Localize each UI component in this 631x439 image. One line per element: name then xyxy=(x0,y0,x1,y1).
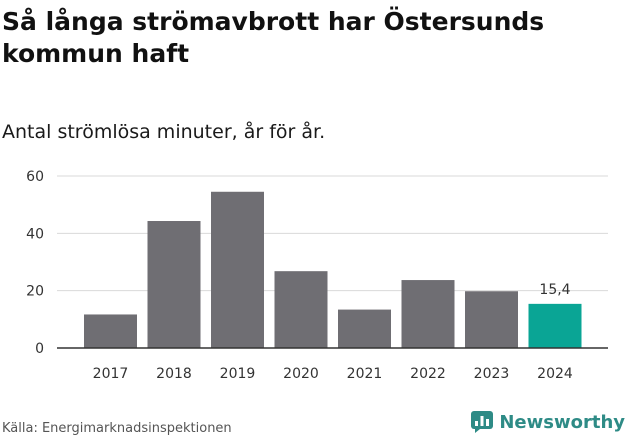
bar-2020 xyxy=(274,271,328,348)
x-tick-label: 2023 xyxy=(474,366,510,382)
bar-2018 xyxy=(147,221,201,348)
y-tick-label: 60 xyxy=(26,169,44,185)
x-tick-label: 2019 xyxy=(220,366,256,382)
bar-2022 xyxy=(401,280,455,348)
x-tick-label: 2022 xyxy=(410,366,446,382)
x-tick-label: 2017 xyxy=(93,366,129,382)
bar-2024 xyxy=(528,303,582,348)
bar-2017 xyxy=(84,314,137,348)
bar-2021 xyxy=(338,309,391,348)
chart-subtitle: Antal strömlösa minuter, år för år. xyxy=(2,121,326,143)
brand-name: Newsworthy xyxy=(499,411,625,433)
labels: 0 20 40 60 2017 2018 2019 2020 2021 2022 2023 2024 1… xyxy=(26,169,608,382)
x-tick-label: 2021 xyxy=(347,366,383,382)
data-label: 15,4 xyxy=(539,282,570,298)
bar-2019 xyxy=(211,191,264,348)
bar-2023 xyxy=(465,291,518,348)
y-tick-label: 0 xyxy=(35,341,44,357)
gridlines xyxy=(57,175,608,292)
y-tick-label: 40 xyxy=(26,226,44,242)
x-tick-label: 2018 xyxy=(156,366,192,382)
y-tick-label: 20 xyxy=(26,284,44,300)
x-tick-label: 2024 xyxy=(537,366,573,382)
newsworthy-logo-icon xyxy=(471,411,494,433)
source-note: Källa: Energimarknadsinspektionen xyxy=(2,421,232,436)
bars xyxy=(84,191,582,348)
x-tick-label: 2020 xyxy=(283,366,319,382)
chart-title: Så långa strömavbrott har Östersunds kom… xyxy=(2,7,545,68)
brand-logo: Newsworthy xyxy=(471,410,625,434)
